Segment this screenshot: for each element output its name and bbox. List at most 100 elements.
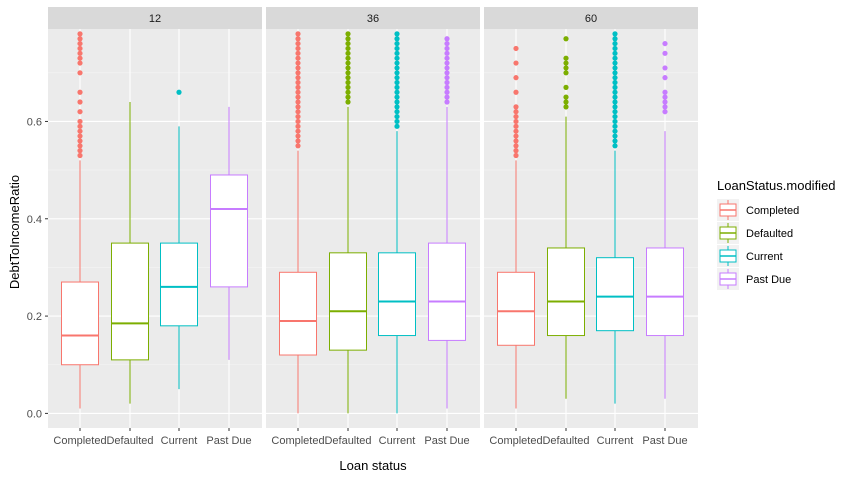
- outlier-point: [295, 31, 301, 37]
- outlier-point: [513, 89, 519, 95]
- outlier-point: [513, 133, 519, 139]
- outlier-point: [612, 84, 618, 90]
- outlier-point: [295, 36, 301, 42]
- box-iqr: [329, 252, 367, 351]
- outlier-point: [77, 118, 83, 125]
- outlier-point: [176, 89, 182, 95]
- boxplot-defaulted: [111, 101, 149, 404]
- outlier-point: [612, 123, 618, 129]
- legend-entry: Completed: [717, 199, 799, 221]
- outlier-point: [612, 94, 618, 100]
- legend-title: LoanStatus.modified: [717, 178, 836, 193]
- outlier-point: [295, 89, 301, 95]
- facet-strip: [484, 7, 698, 29]
- outlier-point: [345, 84, 351, 90]
- outlier-point: [345, 75, 351, 81]
- outlier-point: [563, 104, 569, 110]
- outlier-point: [345, 31, 351, 37]
- outlier-point: [563, 60, 569, 66]
- boxplot-completed: [497, 45, 535, 409]
- outlier-point: [612, 89, 618, 95]
- outlier-point: [513, 104, 519, 110]
- outlier-point: [513, 118, 519, 125]
- outlier-point: [345, 55, 351, 61]
- outlier-point: [295, 50, 301, 56]
- outlier-point: [295, 70, 301, 76]
- outlier-point: [394, 45, 400, 52]
- y-axis-title: DebtToIncomeRatio: [7, 175, 22, 289]
- y-tick-label: 0.4: [27, 214, 42, 226]
- outlier-point: [612, 75, 618, 81]
- outlier-point: [612, 40, 618, 47]
- outlier-point: [444, 79, 450, 86]
- outlier-point: [295, 138, 301, 144]
- x-tick-label: Defaulted: [324, 435, 371, 447]
- outlier-point: [513, 143, 519, 149]
- box-iqr: [547, 247, 585, 337]
- outlier-point: [394, 50, 400, 56]
- outlier-point: [444, 94, 450, 100]
- outlier-point: [612, 50, 618, 56]
- outlier-point: [563, 55, 569, 61]
- outlier-point: [394, 60, 400, 66]
- outlier-point: [394, 113, 400, 120]
- outlier-point: [295, 40, 301, 47]
- outlier-point: [394, 55, 400, 61]
- legend-entry: Current: [717, 245, 783, 267]
- outlier-point: [662, 75, 668, 81]
- outlier-point: [77, 50, 83, 56]
- outlier-point: [513, 148, 519, 154]
- outlier-point: [345, 65, 351, 71]
- box-iqr: [497, 271, 535, 346]
- outlier-point: [513, 75, 519, 81]
- outlier-point: [394, 75, 400, 81]
- outlier-point: [444, 65, 450, 71]
- outlier-point: [612, 65, 618, 71]
- outlier-point: [394, 84, 400, 90]
- x-tick-label: Defaulted: [542, 435, 589, 447]
- facet-strip-label: 12: [149, 13, 161, 25]
- outlier-point: [394, 104, 400, 110]
- outlier-point: [77, 148, 83, 154]
- x-tick-label: Completed: [489, 435, 542, 447]
- outlier-point: [77, 45, 83, 52]
- outlier-point: [563, 84, 569, 90]
- outlier-point: [77, 55, 83, 61]
- boxplot-completed: [61, 31, 99, 409]
- boxplot-completed: [279, 31, 317, 414]
- outlier-point: [444, 40, 450, 47]
- outlier-point: [77, 123, 83, 129]
- outlier-point: [345, 70, 351, 76]
- legend-label: Defaulted: [746, 228, 793, 240]
- facet-panel: 12 Completed Defaulted Current Past Due: [48, 7, 262, 447]
- outlier-point: [295, 65, 301, 71]
- outlier-point: [444, 45, 450, 52]
- outlier-point: [513, 123, 519, 129]
- outlier-point: [295, 75, 301, 81]
- outlier-point: [662, 40, 668, 47]
- legend: LoanStatus.modified Completed Defaulted Cu…: [717, 178, 836, 290]
- boxplot-current: [378, 31, 416, 414]
- outlier-point: [612, 109, 618, 115]
- outlier-point: [345, 40, 351, 47]
- outlier-point: [394, 79, 400, 86]
- outlier-point: [77, 60, 83, 66]
- outlier-point: [563, 36, 569, 42]
- x-tick-label: Past Due: [642, 435, 687, 447]
- outlier-point: [612, 45, 618, 52]
- x-tick-label: Current: [161, 435, 198, 447]
- outlier-point: [345, 36, 351, 42]
- outlier-point: [662, 50, 668, 56]
- outlier-point: [345, 60, 351, 66]
- box-iqr: [111, 242, 149, 361]
- panel-background: [484, 29, 698, 428]
- outlier-point: [612, 118, 618, 125]
- outlier-point: [394, 70, 400, 76]
- outlier-point: [444, 70, 450, 76]
- outlier-point: [444, 55, 450, 61]
- facet-strip-label: 60: [585, 13, 597, 25]
- x-axis-title: Loan status: [339, 458, 407, 473]
- outlier-point: [444, 60, 450, 66]
- outlier-point: [612, 128, 618, 134]
